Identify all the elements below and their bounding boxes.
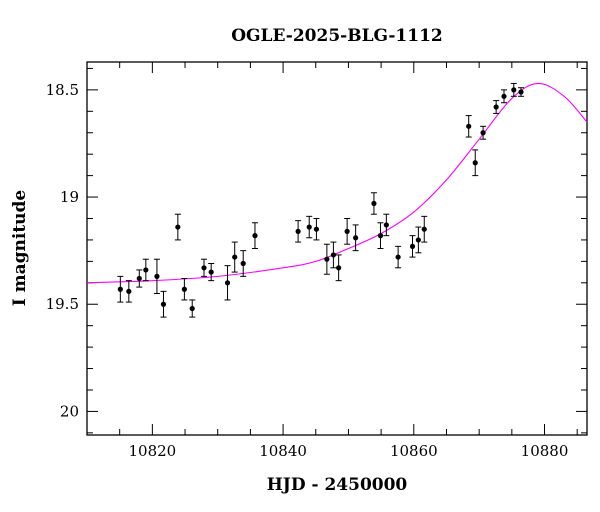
data-marker xyxy=(232,254,238,260)
data-marker xyxy=(466,123,472,129)
data-marker xyxy=(117,286,123,292)
data-marker xyxy=(409,243,416,249)
data-point xyxy=(421,215,428,243)
x-tick-label: 10820 xyxy=(129,442,177,460)
tick-labels: 10820 10840 10860 10880 18.5 19 19.5 20 xyxy=(46,81,569,460)
data-point xyxy=(344,217,351,245)
data-marker xyxy=(336,265,342,271)
data-point xyxy=(335,254,342,282)
data-point xyxy=(295,220,302,243)
data-marker xyxy=(252,233,258,239)
data-points xyxy=(117,82,524,318)
plot-frame xyxy=(86,61,588,436)
data-marker xyxy=(353,235,359,241)
data-marker xyxy=(344,228,350,234)
data-marker xyxy=(181,286,187,292)
data-point xyxy=(189,299,196,318)
data-point xyxy=(352,224,359,252)
data-point xyxy=(370,192,377,215)
data-point xyxy=(409,235,416,258)
data-point xyxy=(306,215,313,239)
x-tick-label: 10840 xyxy=(259,442,307,460)
data-marker xyxy=(160,301,167,307)
data-marker xyxy=(143,267,149,273)
data-point xyxy=(415,226,422,254)
data-point xyxy=(160,290,167,318)
data-marker xyxy=(501,93,507,99)
data-point xyxy=(174,213,181,241)
data-marker xyxy=(224,280,231,286)
y-tick-label: 19.5 xyxy=(46,295,79,313)
model-curve xyxy=(86,82,588,284)
data-marker xyxy=(330,252,337,258)
data-marker xyxy=(421,226,427,232)
data-point xyxy=(472,149,479,177)
axis-ticks xyxy=(86,62,587,435)
y-axis-label: I magnitude xyxy=(10,190,30,307)
chart-title: OGLE-2025-BLG-1112 xyxy=(231,26,443,46)
data-marker xyxy=(126,288,132,294)
data-marker xyxy=(306,224,312,230)
data-marker xyxy=(377,233,384,239)
data-point xyxy=(510,82,517,97)
y-tick-label: 19 xyxy=(60,188,79,206)
data-marker xyxy=(493,104,499,110)
data-marker xyxy=(175,224,181,230)
data-point xyxy=(323,243,330,275)
data-point xyxy=(395,245,402,269)
data-point xyxy=(500,89,507,104)
data-point xyxy=(251,222,258,249)
y-tick-label: 20 xyxy=(60,402,79,420)
data-marker xyxy=(136,275,142,282)
x-tick-label: 10880 xyxy=(521,442,569,460)
data-marker xyxy=(472,160,478,166)
data-point xyxy=(136,269,143,288)
data-point xyxy=(153,258,160,295)
data-point xyxy=(224,265,231,301)
data-marker xyxy=(511,87,517,93)
data-point xyxy=(493,100,500,114)
data-point xyxy=(330,241,337,269)
data-marker xyxy=(383,222,389,228)
data-marker xyxy=(371,200,377,207)
data-marker xyxy=(295,228,301,234)
data-marker xyxy=(154,273,160,279)
x-tick-label: 10860 xyxy=(390,442,438,460)
data-point xyxy=(465,115,472,138)
data-point xyxy=(117,275,124,303)
data-marker xyxy=(313,226,320,232)
data-point xyxy=(181,278,188,301)
data-marker xyxy=(208,269,214,275)
data-marker xyxy=(240,260,246,267)
data-point xyxy=(200,258,207,277)
data-marker xyxy=(415,237,421,243)
data-marker xyxy=(480,130,486,136)
data-point xyxy=(383,213,390,237)
data-marker xyxy=(201,265,207,271)
y-tick-label: 18.5 xyxy=(46,81,79,99)
data-point xyxy=(125,280,132,303)
data-point xyxy=(240,250,247,277)
data-point xyxy=(231,241,238,273)
data-marker xyxy=(189,305,195,312)
data-marker xyxy=(395,254,401,260)
data-marker xyxy=(324,256,330,262)
data-point xyxy=(480,125,487,140)
data-point xyxy=(517,87,524,97)
data-point xyxy=(377,222,384,249)
data-marker xyxy=(518,89,524,95)
data-point xyxy=(208,263,215,282)
data-point xyxy=(313,217,320,241)
x-axis-label: HJD - 2450000 xyxy=(267,475,408,495)
data-point xyxy=(142,258,149,282)
